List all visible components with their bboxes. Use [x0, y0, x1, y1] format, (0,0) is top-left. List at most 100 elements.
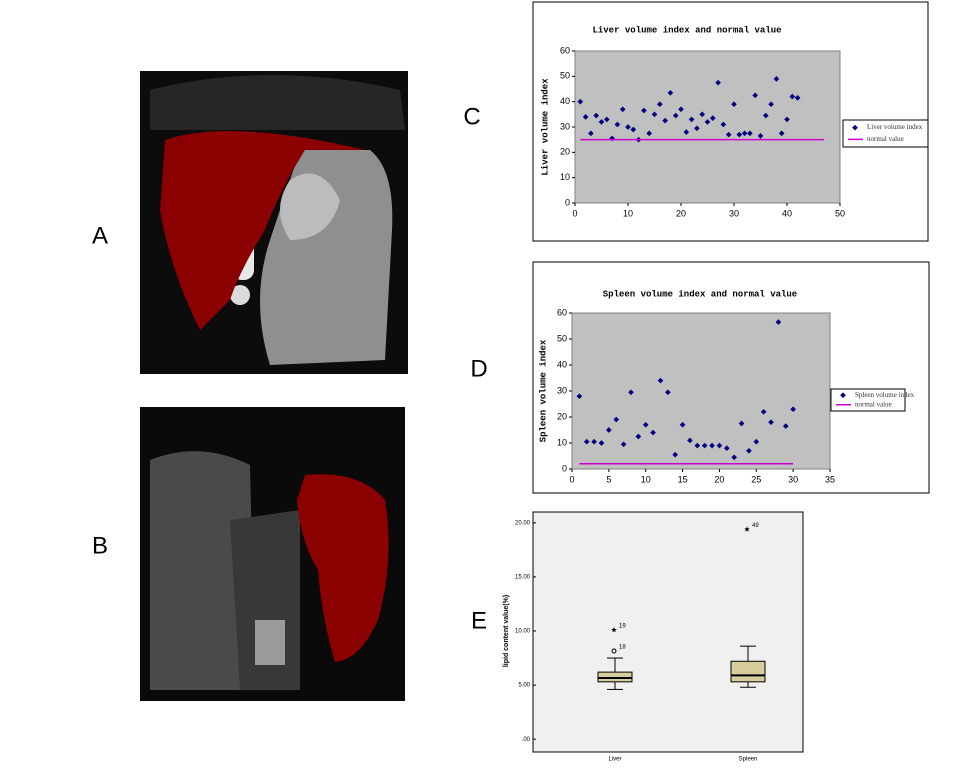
x-tick-label: 20	[714, 474, 724, 484]
x-tick-label: 0	[569, 474, 574, 484]
y-axis-label: Spleen volume index	[538, 339, 548, 442]
y-tick-label: 40	[557, 359, 567, 369]
data-point	[723, 445, 730, 452]
data-point	[773, 76, 780, 82]
legend-label: Spleen volume index	[855, 391, 915, 399]
legend-label: normal value	[855, 400, 892, 408]
data-point	[794, 95, 801, 101]
panel-label: A	[92, 222, 108, 249]
data-point	[582, 114, 589, 120]
data-point	[598, 440, 605, 446]
data-point	[679, 421, 686, 428]
y-tick-label: 10	[560, 172, 570, 182]
data-point	[646, 130, 653, 137]
data-point	[625, 124, 631, 130]
x-tick-label: 5	[606, 474, 611, 484]
data-point	[576, 393, 583, 400]
data-point	[715, 79, 721, 86]
box	[597, 671, 633, 683]
data-point	[746, 447, 752, 454]
data-point	[775, 319, 782, 325]
y-tick-label: 10.00	[515, 629, 531, 635]
outlier-label: 49	[752, 523, 759, 529]
mri-spleen	[140, 407, 405, 701]
data-point	[614, 121, 621, 128]
data-point	[709, 115, 716, 121]
data-point	[768, 419, 774, 426]
y-tick-label: 30	[557, 385, 567, 395]
y-tick-label: 60	[557, 307, 567, 317]
data-point	[583, 438, 590, 445]
data-point	[699, 111, 706, 118]
data-point	[620, 441, 627, 448]
x-tick-label: 0	[572, 208, 577, 218]
data-point	[672, 112, 679, 119]
data-point	[701, 442, 708, 449]
outlier-label: 18	[619, 645, 626, 651]
y-tick-label: 60	[560, 45, 570, 55]
data-point	[753, 438, 760, 445]
y-tick-label: 50	[560, 71, 570, 81]
data-point	[778, 130, 785, 137]
panel-label: E	[471, 607, 487, 634]
y-tick-label: 40	[560, 96, 570, 106]
data-point	[672, 451, 679, 458]
y-axis-label: Liver volume index	[540, 78, 550, 176]
data-point	[687, 437, 693, 444]
x-tick-label: 20	[676, 208, 686, 218]
data-point	[613, 416, 620, 423]
panel-label: C	[463, 103, 480, 130]
x-tick-label: 10	[623, 208, 633, 218]
data-point	[678, 106, 684, 113]
data-point	[782, 423, 789, 429]
data-point	[577, 98, 584, 105]
y-tick-label: 10	[557, 437, 567, 447]
y-tick-label: 20	[560, 147, 570, 157]
data-point	[683, 129, 690, 135]
x-tick-label: Liver	[608, 757, 621, 763]
data-point	[731, 454, 737, 461]
data-point	[760, 408, 767, 415]
chart-frame	[532, 511, 804, 753]
legend-swatch	[852, 124, 858, 131]
legend-label: Liver volume index	[867, 123, 923, 131]
box	[730, 660, 766, 683]
data-point	[725, 131, 732, 138]
data-point	[656, 101, 663, 108]
x-tick-label: 30	[788, 474, 798, 484]
data-point	[628, 389, 634, 396]
panel-label: B	[92, 532, 108, 559]
data-point	[738, 420, 745, 427]
data-point	[694, 125, 700, 132]
data-point	[757, 133, 764, 139]
x-tick-label: 35	[825, 474, 835, 484]
outlier	[611, 648, 617, 654]
data-point	[736, 131, 743, 138]
data-point	[752, 92, 759, 99]
data-point	[688, 116, 695, 123]
data-point	[741, 130, 748, 137]
data-point	[694, 442, 701, 449]
y-tick-label: 0	[562, 463, 567, 473]
y-tick-label: 20	[557, 411, 567, 421]
outlier-label: 19	[619, 623, 626, 629]
data-point	[709, 442, 715, 449]
y-tick-label: 30	[560, 121, 570, 131]
data-point	[790, 406, 796, 413]
x-tick-label: 25	[751, 474, 761, 484]
y-tick-label: 15.00	[515, 574, 531, 580]
chart-title: Liver volume index and normal value	[592, 25, 781, 35]
x-tick-label: 30	[729, 208, 739, 218]
data-point	[716, 442, 723, 449]
data-point	[657, 377, 664, 384]
x-tick-label: Spleen	[739, 757, 758, 763]
y-tick-label: 20.00	[515, 520, 531, 526]
data-point	[593, 112, 600, 119]
data-point	[768, 101, 774, 108]
data-point	[591, 438, 597, 445]
x-tick-label: 10	[641, 474, 651, 484]
outlier-star	[744, 526, 750, 532]
data-point	[731, 101, 737, 108]
data-point	[598, 119, 605, 125]
